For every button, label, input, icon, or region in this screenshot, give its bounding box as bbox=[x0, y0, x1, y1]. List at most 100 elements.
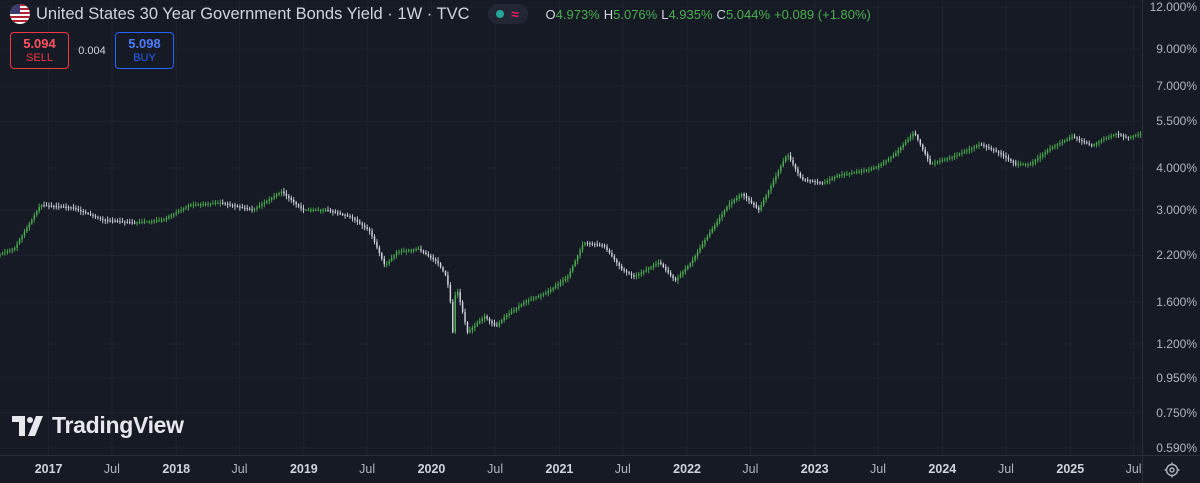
candle bbox=[209, 202, 212, 207]
candle-body bbox=[190, 205, 192, 207]
candle bbox=[777, 169, 780, 179]
candle-body bbox=[679, 274, 682, 278]
sell-button[interactable]: 5.094 SELL bbox=[10, 32, 69, 69]
candle-body bbox=[728, 204, 731, 207]
candle bbox=[297, 203, 300, 209]
candle bbox=[381, 251, 383, 261]
candle-body bbox=[1083, 141, 1086, 143]
candle bbox=[1049, 144, 1051, 153]
time-tick-label: Jul bbox=[103, 462, 120, 476]
time-axis[interactable]: 2017 Jul 2018 Jul 2019 Jul 2020 Jul 2021 Jul 2022 J… bbox=[0, 455, 1142, 483]
candle bbox=[736, 195, 738, 203]
time-tick-label: Jul bbox=[359, 462, 376, 476]
candle bbox=[114, 218, 116, 223]
candle-body bbox=[143, 221, 146, 223]
candle-body bbox=[0, 254, 1, 256]
candle-body bbox=[361, 223, 363, 226]
candle bbox=[567, 274, 569, 283]
candle bbox=[863, 167, 865, 174]
candle bbox=[1098, 140, 1100, 147]
candle bbox=[875, 165, 877, 170]
candle bbox=[1108, 134, 1110, 141]
candle-body bbox=[324, 209, 327, 211]
candle-body bbox=[114, 220, 116, 222]
candle bbox=[1051, 145, 1054, 151]
candle bbox=[1078, 135, 1081, 143]
chart-settings-button[interactable] bbox=[1142, 455, 1200, 483]
candle bbox=[199, 202, 202, 209]
candle bbox=[968, 145, 971, 154]
candle bbox=[559, 279, 562, 288]
candle-body bbox=[275, 194, 278, 197]
candle bbox=[691, 256, 694, 267]
candle-body bbox=[985, 145, 988, 148]
candle bbox=[493, 319, 496, 327]
candle-body bbox=[106, 220, 109, 222]
candle-body bbox=[579, 250, 581, 256]
candle bbox=[907, 136, 909, 143]
candle bbox=[263, 199, 266, 208]
candle-body bbox=[28, 223, 31, 228]
candle bbox=[811, 179, 814, 183]
candle-body bbox=[121, 221, 124, 223]
candle bbox=[679, 271, 682, 279]
candle-body bbox=[806, 179, 809, 181]
candle-body bbox=[72, 207, 75, 209]
candle-body bbox=[1015, 162, 1017, 165]
price-chart[interactable] bbox=[0, 0, 1142, 455]
candle bbox=[1095, 141, 1098, 148]
candle bbox=[1034, 158, 1037, 166]
market-status-pill[interactable]: ≈ bbox=[487, 4, 528, 24]
candle-body bbox=[1037, 158, 1039, 161]
candle bbox=[398, 249, 400, 255]
candle bbox=[851, 169, 853, 176]
candle bbox=[214, 200, 217, 206]
candle bbox=[829, 176, 831, 185]
candle-body bbox=[248, 208, 251, 210]
price-axis[interactable]: 12.000% 9.000% 7.000% 5.500% 4.000% 3.000% 2.2… bbox=[1142, 0, 1200, 455]
chart-plot-area[interactable] bbox=[0, 0, 1142, 455]
candle-body bbox=[885, 160, 887, 163]
candle bbox=[665, 264, 667, 273]
candle-body bbox=[890, 157, 892, 160]
candle-body bbox=[447, 275, 449, 286]
candle-body bbox=[70, 207, 72, 209]
candle-body bbox=[858, 171, 860, 173]
candle-body bbox=[481, 318, 483, 321]
candle-body bbox=[153, 220, 155, 222]
high-key: H bbox=[603, 6, 614, 22]
candle-body bbox=[1051, 146, 1054, 149]
candle-body bbox=[758, 207, 760, 210]
symbol-title[interactable]: United States 30 Year Government Bonds Y… bbox=[36, 4, 470, 23]
candle bbox=[721, 211, 723, 222]
candle bbox=[623, 267, 625, 273]
candle bbox=[366, 224, 368, 231]
buy-button[interactable]: 5.098 BUY bbox=[115, 32, 174, 69]
candle bbox=[67, 205, 70, 211]
candle-body bbox=[425, 252, 427, 255]
candle-body bbox=[733, 200, 736, 203]
candle-body bbox=[312, 209, 315, 211]
candle bbox=[270, 196, 273, 203]
candle-body bbox=[804, 179, 807, 181]
candle bbox=[116, 218, 119, 223]
candle bbox=[696, 249, 699, 260]
candle-body bbox=[606, 246, 608, 250]
candle bbox=[190, 203, 192, 208]
candle bbox=[393, 254, 395, 261]
candle-body bbox=[1063, 140, 1066, 142]
candle bbox=[87, 211, 89, 215]
candle-body bbox=[266, 200, 268, 203]
candle bbox=[48, 202, 50, 210]
candle bbox=[523, 299, 525, 307]
candle-body bbox=[427, 254, 430, 256]
candle-body bbox=[694, 255, 696, 260]
candle-body bbox=[1137, 134, 1139, 136]
candle bbox=[449, 282, 452, 304]
candle bbox=[491, 319, 493, 327]
buy-price: 5.098 bbox=[128, 36, 161, 51]
candle-body bbox=[1103, 138, 1105, 140]
candle-body bbox=[1061, 141, 1064, 144]
candle bbox=[748, 196, 750, 205]
candle bbox=[914, 130, 917, 137]
